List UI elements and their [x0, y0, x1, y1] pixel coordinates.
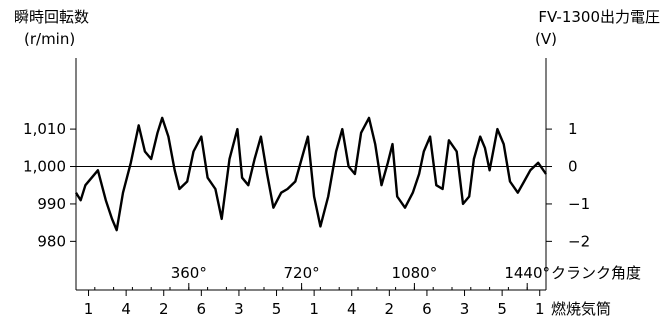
- cylinder-label: 2: [385, 300, 395, 318]
- cylinder-label: 4: [121, 300, 131, 318]
- right-tick-label: −1: [568, 195, 590, 213]
- cylinder-label: 5: [272, 300, 282, 318]
- cylinder-label: 5: [497, 300, 507, 318]
- right-axis-unit: (V): [535, 30, 557, 48]
- series-line: [74, 116, 547, 232]
- left-tick-label: 1,000: [23, 158, 66, 176]
- cylinder-label: 6: [197, 300, 207, 318]
- left-axis-unit: (r/min): [24, 30, 75, 48]
- crank-tick-label: 360°: [171, 264, 207, 282]
- left-tick-label: 1,010: [23, 120, 66, 138]
- right-tick-label: −2: [568, 232, 590, 250]
- crank-tick-label: 1080°: [392, 264, 438, 282]
- right-tick-label: 0: [568, 158, 578, 176]
- cylinder-label: 3: [234, 300, 244, 318]
- cylinder-label: 1: [535, 300, 545, 318]
- crank-tick-label: 1440°: [504, 264, 550, 282]
- cylinder-label: 1: [84, 300, 94, 318]
- left-axis-title: 瞬時回転数: [14, 8, 89, 26]
- right-axis-title: FV-1300出力電圧: [538, 8, 660, 26]
- crank-axis-label: クランク角度: [551, 264, 641, 282]
- cylinder-label: 3: [460, 300, 470, 318]
- cylinder-label: 6: [422, 300, 432, 318]
- crank-tick-label: 720°: [284, 264, 320, 282]
- left-tick-label: 990: [37, 195, 66, 213]
- cylinder-label: 4: [347, 300, 357, 318]
- cylinder-axis-label: 燃焼気筒: [551, 300, 611, 318]
- left-tick-label: 980: [37, 232, 66, 250]
- cylinder-label: 2: [159, 300, 169, 318]
- cylinder-label: 1: [309, 300, 319, 318]
- right-tick-label: 1: [568, 120, 578, 138]
